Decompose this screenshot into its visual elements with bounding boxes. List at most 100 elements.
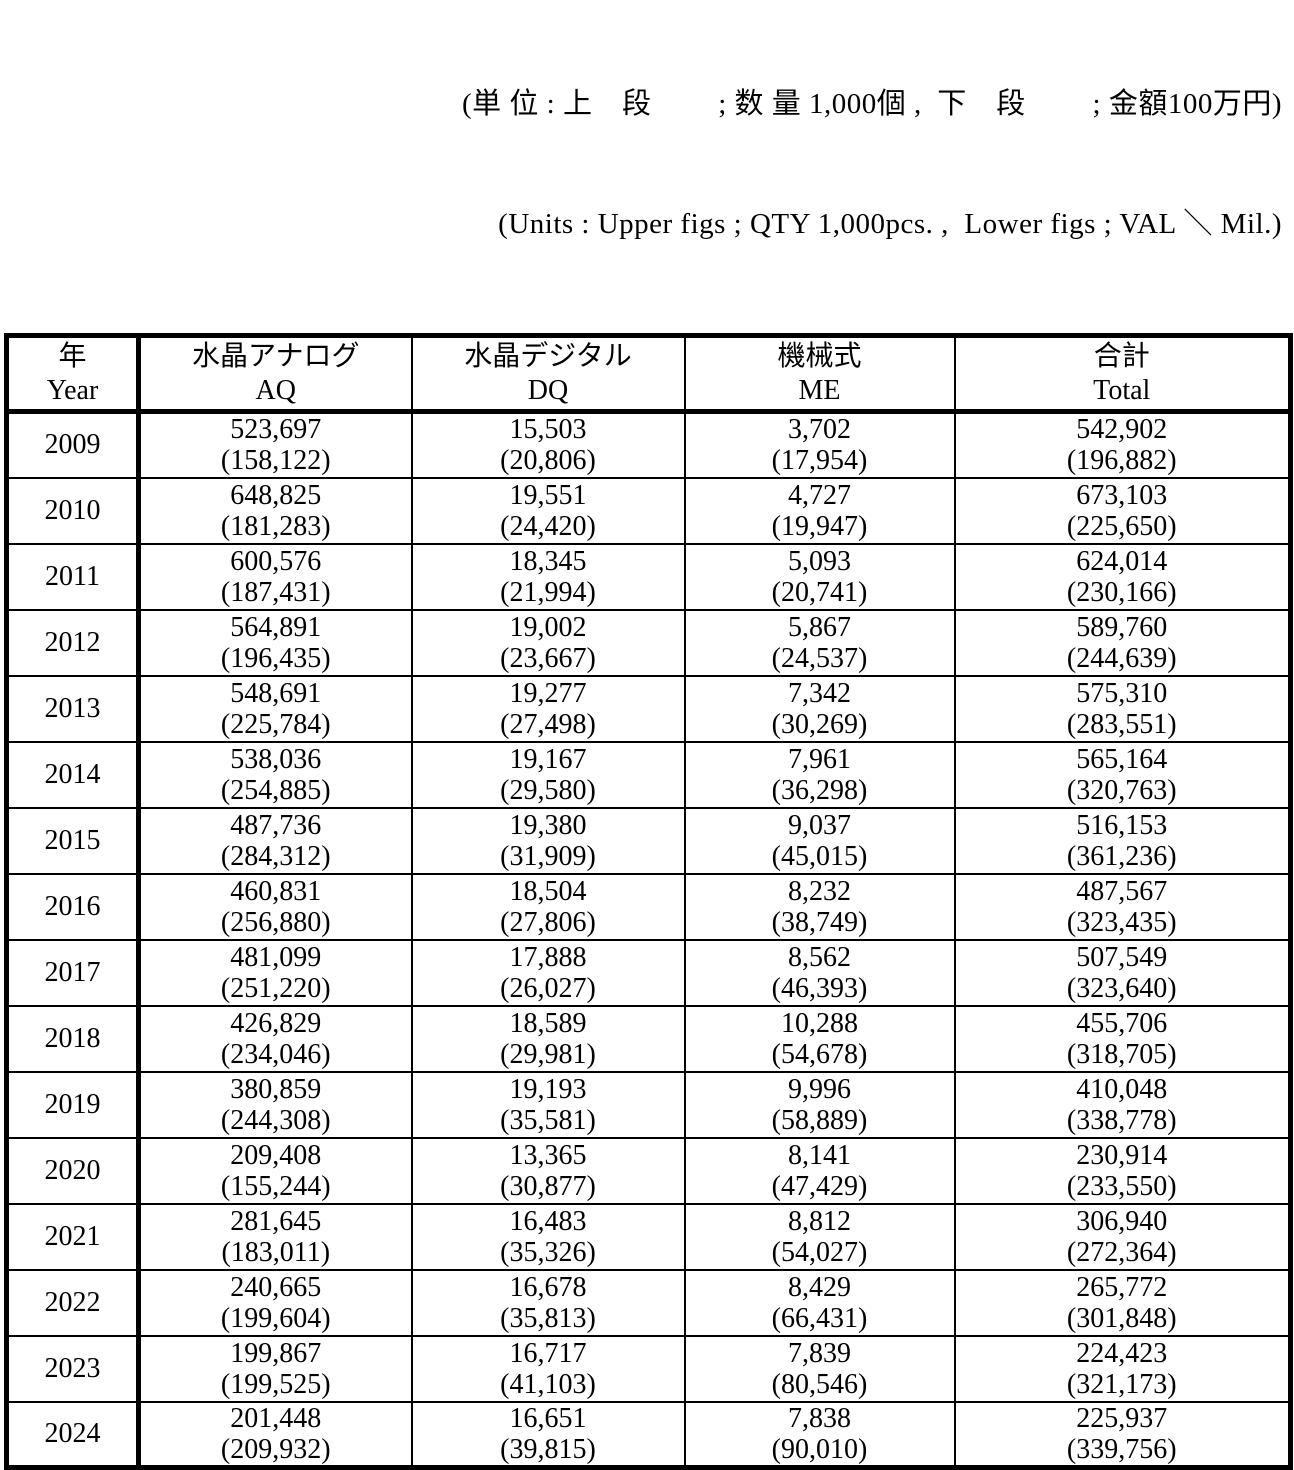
data-cell: 487,736 (284,312) [137,806,413,875]
table-row: 2015 487,736 (284,312) 19,380 (31,909) 9,037(… [5,806,1292,875]
units-caption: (単 位 : 上 段 ; 数 量 1,000個 , 下 段 ; 金額100万円)… [0,4,1288,324]
table-header: 年 Year 水晶アナログ AQ 水晶デジタル DQ 機械式 ME 合計 T [5,334,1292,414]
data-cell: 7,839 (80,546) [683,1334,956,1403]
quantity-figure: 4,727 [788,479,851,511]
year-cell: 2011 [5,542,141,611]
data-cell: 16,483 (35,326) [410,1202,686,1271]
quantity-figure: 201,448 [230,1402,322,1434]
year-cell: 2010 [5,476,141,545]
data-cell: 265,772 (301,848) [953,1268,1292,1337]
quantity-figure: 5,867 [788,611,851,643]
header-total-jp: 合計 [1093,340,1150,372]
data-cell: 18,504 (27,806) [410,872,686,941]
value-figure: (244,639) [1066,642,1177,674]
quantity-figure: 542,902 [1076,414,1168,446]
value-figure: (90,010) [771,1433,868,1465]
value-figure: (66,431) [771,1302,868,1334]
header-dq: 水晶デジタル DQ [410,334,686,414]
value-figure: (24,537) [771,642,868,674]
data-cell: 7,838 (90,010) [683,1400,956,1469]
quantity-figure: 16,678 [509,1271,587,1303]
quantity-figure: 19,193 [509,1073,587,1105]
data-cell: 225,937 (339,756) [953,1400,1292,1469]
quantity-figure: 460,831 [230,875,322,907]
quantity-figure: 487,736 [230,809,322,841]
value-figure: (183,011) [221,1236,331,1268]
year-cell: 2024 [5,1400,141,1469]
value-figure: (54,678) [771,1038,868,1070]
data-cell: 19,193 (35,581) [410,1070,686,1139]
year-cell: 2020 [5,1136,141,1205]
data-cell: 8,562 (46,393) [683,938,956,1007]
table-row: 2016 460,831 (256,880) 18,504 (27,806) 8,232(… [5,872,1292,941]
value-figure: (244,308) [220,1104,331,1136]
quantity-figure: 624,014 [1076,545,1168,577]
year-cell: 2016 [5,872,141,941]
quantity-figure: 548,691 [230,677,322,709]
quantity-figure: 600,576 [230,545,322,577]
value-figure: (29,981) [500,1038,596,1070]
year-cell: 2013 [5,674,141,743]
quantity-figure: 426,829 [230,1007,322,1039]
data-cell: 516,153 (361,236) [953,806,1292,875]
data-cell: 19,277 (27,498) [410,674,686,743]
quantity-figure: 19,551 [509,479,587,511]
value-figure: (155,244) [220,1170,331,1202]
value-figure: (338,778) [1066,1104,1177,1136]
value-figure: (47,429) [771,1170,868,1202]
data-cell: 7,961 (36,298) [683,740,956,809]
value-figure: (158,122) [220,445,331,477]
data-cell: 8,232 (38,749) [683,872,956,941]
table-body: 2009 523,697 (158,122) 15,503 (20,806) 3,702(… [5,410,1292,1469]
value-figure: (284,312) [220,840,331,872]
data-cell: 589,760 (244,639) [953,608,1292,677]
data-cell: 460,831 (256,880) [137,872,413,941]
quantity-figure: 17,888 [509,941,587,973]
quantity-figure: 481,099 [230,941,322,973]
value-figure: (230,166) [1066,576,1177,608]
data-cell: 19,380 (31,909) [410,806,686,875]
quantity-figure: 8,232 [788,875,851,907]
quantity-figure: 18,345 [509,545,587,577]
quantity-figure: 18,589 [509,1007,587,1039]
value-figure: (361,236) [1066,840,1177,872]
quantity-figure: 224,423 [1076,1337,1168,1369]
data-cell: 5,867 (24,537) [683,608,956,677]
table-row: 2024 201,448 (209,932) 16,651 (39,815) 7,838(… [5,1400,1292,1469]
data-cell: 18,589 (29,981) [410,1004,686,1073]
header-aq: 水晶アナログ AQ [137,334,413,414]
quantity-figure: 19,380 [509,809,587,841]
value-figure: (320,763) [1066,774,1177,806]
data-cell: 9,996 (58,889) [683,1070,956,1139]
year-cell: 2023 [5,1334,141,1403]
quantity-figure: 7,839 [788,1337,851,1369]
header-year-jp: 年 [58,340,87,372]
year-cell: 2019 [5,1070,141,1139]
table-row: 2020 209,408 (155,244) 13,365 (30,877) 8,141(… [5,1136,1292,1205]
quantity-figure: 281,645 [230,1205,322,1237]
value-figure: (29,580) [500,774,596,806]
quantity-figure: 19,277 [509,677,587,709]
value-figure: (35,813) [500,1302,596,1334]
table-row: 2012 564,891 (196,435) 19,002 (23,667) 5,867(… [5,608,1292,677]
data-cell: 201,448 (209,932) [137,1400,413,1469]
quantity-figure: 240,665 [230,1271,322,1303]
value-figure: (30,269) [771,708,868,740]
header-aq-jp: 水晶アナログ [192,340,360,372]
value-figure: (58,889) [771,1104,868,1136]
value-figure: (46,393) [771,972,868,1004]
data-cell: 487,567 (323,435) [953,872,1292,941]
quantity-figure: 538,036 [230,743,322,775]
data-cell: 19,002 (23,667) [410,608,686,677]
data-cell: 548,691 (225,784) [137,674,413,743]
data-cell: 13,365 (30,877) [410,1136,686,1205]
table-row: 2009 523,697 (158,122) 15,503 (20,806) 3,702(… [5,410,1292,479]
value-figure: (234,046) [220,1038,331,1070]
value-figure: (272,364) [1066,1236,1177,1268]
data-cell: 8,141 (47,429) [683,1136,956,1205]
data-cell: 7,342 (30,269) [683,674,956,743]
year-cell: 2018 [5,1004,141,1073]
watch-production-table: 年 Year 水晶アナログ AQ 水晶デジタル DQ 機械式 ME 合計 T [4,333,1293,1470]
data-cell: 16,678 (35,813) [410,1268,686,1337]
quantity-figure: 3,702 [788,414,851,446]
